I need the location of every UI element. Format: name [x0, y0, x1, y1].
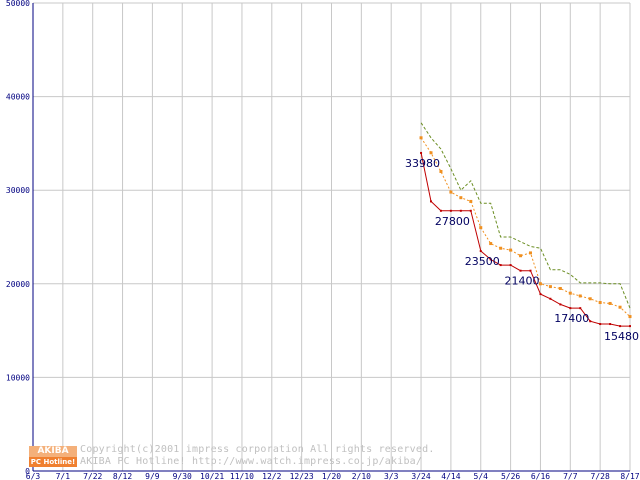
copyright-text: Copyright(c)2001 impress corporation All… [80, 444, 435, 455]
series-point-1 [569, 307, 572, 310]
y-tick-label: 0 [25, 467, 30, 476]
chart-axes [32, 3, 630, 472]
series-point-2 [558, 286, 562, 290]
series-point-2 [529, 251, 532, 255]
series-point-1 [469, 209, 472, 212]
series-point-1 [449, 209, 452, 212]
data-label: 27800 [435, 215, 470, 228]
x-tick-label: 10/21 [200, 472, 224, 480]
x-tick-label: 9/9 [145, 472, 160, 480]
series-point-1 [589, 320, 592, 323]
series-point-2 [439, 169, 443, 173]
series-point-2 [479, 226, 483, 230]
series-point-1 [509, 264, 512, 267]
x-tick-label: 9/30 [173, 472, 192, 480]
series-point-2 [509, 248, 513, 252]
x-axis-ticks: 6/3 7/1 7/22 8/12 9/9 9/30 10/21 11/10 12/2 12/23… [26, 472, 640, 480]
series-point-1 [579, 307, 582, 310]
series-point-2 [489, 242, 493, 246]
data-label: 15480 [604, 330, 639, 343]
series-point-1 [549, 297, 552, 300]
series-point-1 [499, 264, 502, 267]
x-tick-label: 1/20 [322, 472, 341, 480]
series-point-1 [489, 258, 492, 261]
series-point-1 [539, 293, 542, 296]
series-point-1 [420, 151, 423, 154]
data-labels: 33980 27800 23500 21400 17400 15480 [405, 157, 639, 343]
x-tick-label: 3/3 [384, 472, 399, 480]
series-point-1 [519, 269, 522, 272]
series-point-1 [529, 269, 532, 272]
series-point-1 [430, 200, 432, 203]
series-line-1 [420, 152, 630, 327]
x-tick-label: 3/24 [411, 472, 430, 480]
series-point-1 [559, 303, 562, 306]
chart-grid [32, 2, 631, 472]
series-point-2 [588, 297, 592, 301]
series-point-2 [628, 315, 632, 319]
series-point-1 [619, 325, 622, 328]
y-tick-label: 30000 [6, 186, 30, 195]
series-point-2 [499, 246, 503, 250]
akiba-logo-sub: PC Hotline! [29, 457, 77, 467]
x-tick-label: 7/7 [563, 472, 578, 480]
y-tick-label: 20000 [6, 280, 30, 289]
series-point-2 [469, 199, 473, 203]
series-point-2 [538, 282, 542, 286]
series-lines [420, 122, 631, 327]
data-label: 21400 [505, 275, 540, 288]
x-tick-label: 4/14 [441, 472, 460, 480]
x-tick-label: 2/10 [352, 472, 371, 480]
x-tick-label: 12/23 [290, 472, 314, 480]
series-point-2 [618, 305, 622, 309]
series-point-2 [419, 136, 423, 140]
site-url-text: AKIBA PC Hotline! http://www.watch.impre… [80, 456, 423, 467]
x-tick-label: 7/28 [591, 472, 610, 480]
x-tick-label: 12/2 [262, 472, 281, 480]
x-tick-label: 5/26 [501, 472, 520, 480]
x-tick-label: 6/16 [531, 472, 550, 480]
series-point-1 [459, 209, 462, 212]
series-point-2 [598, 301, 602, 305]
x-tick-label: 8/17 [620, 472, 639, 480]
series-point-2 [548, 285, 552, 289]
series-point-2 [578, 294, 582, 298]
series-markers [419, 136, 632, 328]
series-point-2 [608, 301, 612, 305]
y-tick-label: 10000 [6, 373, 30, 382]
series-point-2 [519, 254, 523, 258]
series-point-2 [459, 196, 463, 200]
series-point-1 [479, 250, 482, 253]
series-point-1 [599, 323, 602, 326]
x-tick-label: 5/4 [474, 472, 489, 480]
data-label: 23500 [465, 255, 500, 268]
x-tick-label: 6/3 [26, 472, 41, 480]
series-line-2 [420, 137, 631, 317]
series-point-1 [629, 325, 631, 328]
x-tick-label: 8/12 [113, 472, 132, 480]
y-axis-ticks: 0 10000 20000 30000 40000 50000 [6, 0, 30, 476]
series-point-2 [449, 190, 453, 194]
x-tick-label: 7/22 [83, 472, 102, 480]
x-tick-label: 11/10 [230, 472, 254, 480]
series-point-2 [568, 291, 572, 295]
series-point-2 [429, 151, 433, 155]
data-label: 33980 [405, 157, 440, 170]
y-tick-label: 40000 [6, 93, 30, 102]
y-tick-label: 50000 [6, 0, 30, 8]
series-line-3 [420, 122, 631, 309]
data-label: 17400 [554, 312, 589, 325]
akiba-logo: AKIBA [29, 446, 77, 457]
x-tick-label: 7/1 [56, 472, 71, 480]
series-point-1 [609, 323, 612, 326]
series-point-1 [439, 209, 442, 212]
